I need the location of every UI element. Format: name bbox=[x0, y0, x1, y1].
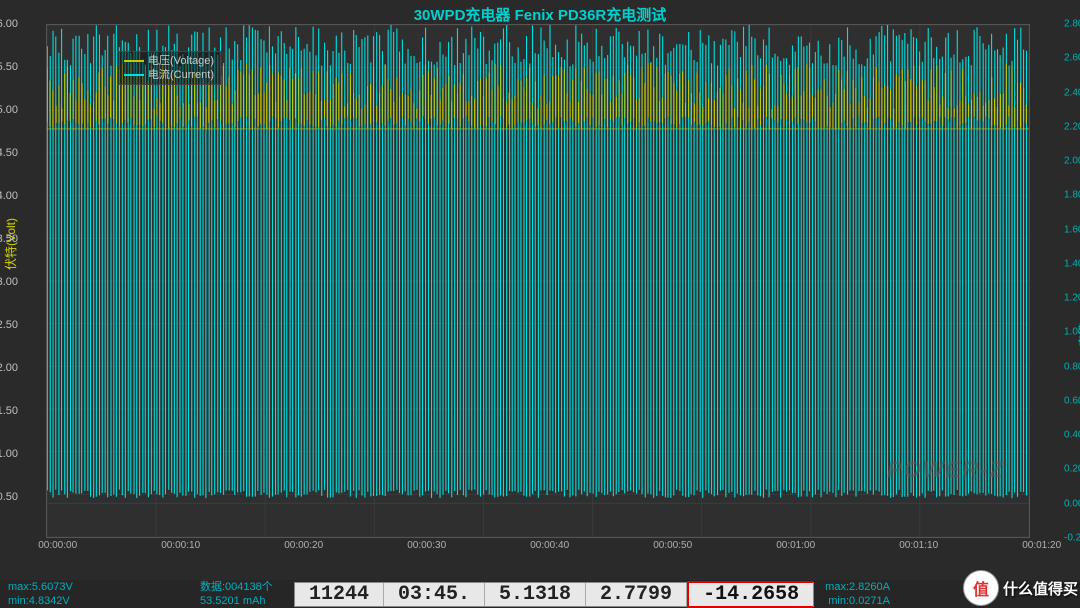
status-min-voltage: min:4.8342V bbox=[8, 595, 70, 607]
trace-canvas bbox=[47, 25, 1029, 537]
legend-box: 电压(Voltage) 电流(Current) bbox=[117, 51, 221, 85]
status-data-count: 数据:004138个 bbox=[200, 581, 273, 593]
readout-panel: 11244 03:45. 5.1318 2.7799 -14.2658 bbox=[294, 582, 814, 607]
chart-title: 30WPD充电器 Fenix PD36R充电测试 bbox=[0, 4, 1080, 25]
watermark-text: POWER-Z bbox=[887, 457, 1005, 483]
badge-text: 什么值得买 bbox=[1003, 578, 1078, 599]
legend-voltage: 电压(Voltage) bbox=[124, 54, 214, 68]
readout-3: 5.1318 bbox=[485, 583, 586, 606]
status-capacity: 53.5201 mAh bbox=[200, 595, 265, 607]
legend-voltage-label: 电压(Voltage) bbox=[148, 54, 214, 68]
legend-current: 电流(Current) bbox=[124, 68, 214, 82]
status-max-current: max:2.8260A bbox=[825, 581, 890, 593]
status-min-current: min:0.0271A bbox=[828, 595, 890, 607]
legend-current-swatch bbox=[124, 74, 144, 76]
legend-voltage-swatch bbox=[124, 60, 144, 62]
readout-4: 2.7799 bbox=[586, 583, 687, 606]
app-root: 30WPD充电器 Fenix PD36R充电测试 伏特(Volt) 安培(Amp… bbox=[0, 0, 1080, 608]
readout-1: 11244 bbox=[295, 583, 384, 606]
plot-area[interactable]: 电压(Voltage) 电流(Current) POWER-Z bbox=[46, 24, 1030, 538]
readout-5-negative: -14.2658 bbox=[687, 581, 813, 608]
site-badge[interactable]: 值 什么值得买 bbox=[963, 570, 1078, 606]
badge-icon: 值 bbox=[963, 570, 999, 606]
legend-current-label: 电流(Current) bbox=[148, 68, 214, 82]
readout-2: 03:45. bbox=[384, 583, 485, 606]
status-max-voltage: max:5.6073V bbox=[8, 581, 73, 593]
